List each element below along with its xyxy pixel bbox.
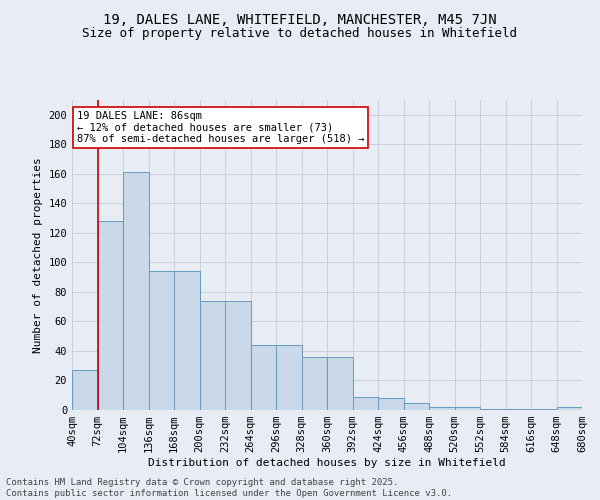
Bar [251,345,276,410]
Text: 19, DALES LANE, WHITEFIELD, MANCHESTER, M45 7JN: 19, DALES LANE, WHITEFIELD, MANCHESTER, … [103,12,497,26]
Text: 19 DALES LANE: 86sqm
← 12% of detached houses are smaller (73)
87% of semi-detac: 19 DALES LANE: 86sqm ← 12% of detached h… [77,111,365,144]
Text: Size of property relative to detached houses in Whitefield: Size of property relative to detached ho… [83,28,517,40]
Bar [199,301,225,410]
Bar [123,172,149,410]
Bar [480,408,505,410]
Text: Contains HM Land Registry data © Crown copyright and database right 2025.
Contai: Contains HM Land Registry data © Crown c… [6,478,452,498]
Bar [72,370,97,410]
Bar [455,407,480,410]
Bar [225,301,251,410]
Bar [429,407,455,410]
Bar [557,407,582,410]
Bar [505,408,531,410]
Bar [378,398,404,410]
Bar [149,271,174,410]
Bar [302,357,327,410]
Bar [97,221,123,410]
Bar [353,396,378,410]
Y-axis label: Number of detached properties: Number of detached properties [33,157,43,353]
Bar [327,357,353,410]
Bar [531,408,557,410]
Bar [404,402,429,410]
Bar [276,345,302,410]
X-axis label: Distribution of detached houses by size in Whitefield: Distribution of detached houses by size … [148,458,506,468]
Bar [174,271,199,410]
